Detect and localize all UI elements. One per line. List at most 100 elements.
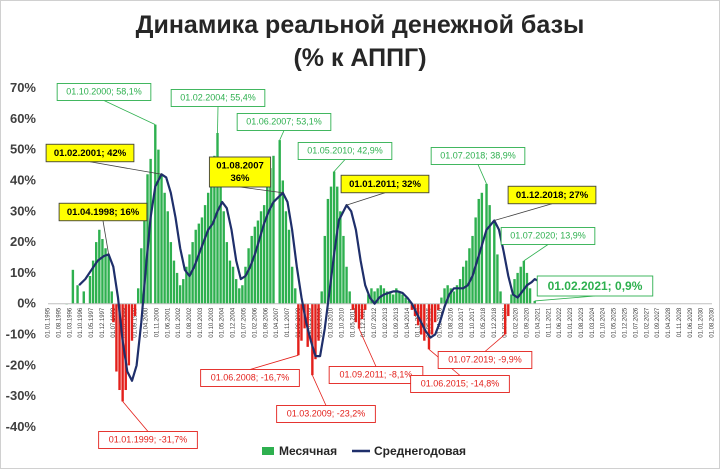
- annotation-box: [500, 227, 596, 245]
- bar: [317, 303, 320, 341]
- x-tick-label: 01.06.2001: [165, 307, 171, 338]
- x-tick-label: 01.02.2013: [383, 307, 389, 338]
- y-tick-label: 50%: [10, 142, 36, 157]
- annotation-label: 01.05.2010; 42,9%: [307, 146, 383, 156]
- bar: [449, 288, 452, 304]
- bar: [228, 260, 232, 304]
- bar: [216, 132, 219, 304]
- bar: [440, 297, 443, 304]
- annotation-leader: [484, 333, 506, 352]
- annotation-box: [56, 83, 152, 101]
- bar: [71, 269, 75, 304]
- x-tick-label: 01.02.2006: [252, 307, 258, 338]
- annotation-leader: [279, 130, 285, 141]
- annotation-label: 01.01.2011; 32%: [349, 179, 421, 190]
- x-tick-label: 01.05.2018: [481, 307, 487, 338]
- annotation-label: 01.06.2015; -14,8%: [421, 379, 500, 389]
- annotation-box: [170, 89, 266, 107]
- x-tick-label: 01.10.1996: [78, 307, 84, 338]
- bar: [507, 303, 510, 317]
- annotation-leader: [122, 401, 149, 432]
- x-tick-label: 01.07.2005: [242, 307, 248, 338]
- x-tick-label: 01.10.2003: [209, 307, 215, 338]
- bar: [91, 260, 95, 304]
- bar: [345, 266, 348, 304]
- annotation-leader: [89, 161, 162, 175]
- bar: [241, 285, 244, 304]
- bar: [510, 294, 513, 304]
- bar: [185, 266, 188, 304]
- bar: [272, 155, 275, 304]
- bar: [430, 303, 434, 335]
- bar: [95, 242, 98, 304]
- y-axis-ticks: 70% 60% 50% 40% 30% 20% 10% 0% -10% -20% -30% -40%: [6, 80, 37, 434]
- bar: [234, 279, 238, 304]
- annotation-box: [276, 405, 376, 423]
- bar: [513, 279, 516, 304]
- bar: [222, 211, 225, 304]
- annotation-leader: [102, 220, 110, 255]
- bar: [367, 294, 370, 304]
- x-tick-label: 01.08.1995: [56, 307, 62, 338]
- annotation-label: 01.09.2011; -8,1%: [340, 370, 413, 380]
- x-tick-label: 01.05.1997: [89, 307, 95, 338]
- bar: [188, 254, 191, 304]
- annotation-leader: [249, 354, 299, 370]
- bar: [364, 303, 367, 310]
- legend-label: Среднегодовая: [374, 444, 466, 458]
- bar: [175, 272, 179, 304]
- bar: [182, 279, 185, 304]
- bar: [140, 248, 143, 304]
- x-tick-label: 01.04.2014: [405, 307, 411, 338]
- annotation-box: [45, 143, 135, 163]
- bar: [499, 291, 502, 304]
- annotation-label: 01.01.1999; -31,7%: [109, 435, 188, 445]
- bar: [329, 186, 333, 304]
- annotation-label: 01.12.2018; 27%: [516, 190, 589, 201]
- annotation-leader: [217, 106, 219, 134]
- bar: [143, 205, 146, 304]
- x-tick-label: 01.07.2012: [372, 307, 378, 338]
- bar: [388, 291, 392, 304]
- x-tick-label: 01.11.2007: [285, 307, 291, 337]
- bar: [98, 229, 101, 304]
- legend-label: Месячная: [279, 444, 337, 458]
- annotation-leader: [534, 295, 596, 302]
- y-tick-label: 40%: [10, 172, 36, 187]
- bar: [253, 226, 257, 304]
- x-tick-label: 01.08.2002: [187, 307, 193, 338]
- bar: [357, 303, 361, 329]
- annotation-leader: [346, 192, 386, 206]
- x-tick-label: 01.12.2025: [622, 307, 628, 338]
- y-tick-label: -20%: [6, 357, 37, 372]
- bar: [133, 303, 137, 317]
- bar: [136, 288, 140, 304]
- annotation-leader: [239, 186, 283, 194]
- bar: [194, 229, 197, 304]
- x-tick-label: 01.09.2027: [655, 307, 661, 338]
- annotation-box: [98, 431, 198, 449]
- y-tick-label: 10%: [10, 265, 36, 280]
- annotation-label: 01.08.2007: [216, 161, 264, 172]
- x-tick-label: 01.11.2000: [154, 307, 160, 337]
- annotation-box: [236, 113, 332, 131]
- bar: [471, 235, 474, 304]
- bar: [259, 211, 263, 304]
- x-tick-label: 01.03.2017: [459, 307, 465, 338]
- x-tick-label: 01.01.2030: [699, 307, 705, 338]
- bar: [112, 303, 115, 323]
- bar: [401, 294, 404, 304]
- legend: Месячная Среднегодовая: [262, 444, 466, 458]
- chart-subtitle: (% к АППГ): [293, 44, 427, 72]
- bar: [437, 303, 440, 310]
- bar: [278, 140, 281, 304]
- annotation-label: 36%: [230, 173, 250, 184]
- annotation-label: 01.06.2007; 53,1%: [246, 117, 322, 127]
- bar: [320, 291, 323, 304]
- bar: [385, 291, 389, 304]
- bar: [323, 235, 326, 304]
- bar: [203, 205, 207, 304]
- annotation-box: [340, 174, 430, 194]
- bar: [488, 205, 491, 304]
- x-tick-label: 01.02.2027: [644, 307, 650, 338]
